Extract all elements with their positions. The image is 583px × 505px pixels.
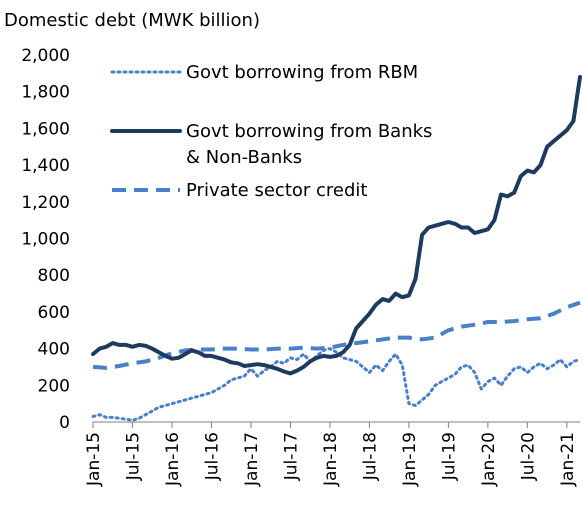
x-tick-label: Jan-15 bbox=[84, 432, 104, 487]
y-tick-labels: 0 200 400 600 800 1,000 1,200 1,400 1,600 1,800 2,… bbox=[21, 46, 70, 433]
y-tick-label: 1,800 bbox=[21, 83, 70, 103]
legend-label: Govt borrowing from Banks & Non-Banks bbox=[186, 121, 432, 168]
y-tick-label: 1,600 bbox=[21, 119, 70, 139]
plot-area bbox=[91, 75, 582, 422]
series-line-solid bbox=[91, 75, 582, 376]
y-tick-label: 1,400 bbox=[21, 156, 70, 176]
series-line-dashed bbox=[92, 300, 581, 370]
x-tick-label: Jan-16 bbox=[163, 432, 183, 487]
x-tick-label: Jul-19 bbox=[439, 432, 459, 481]
y-tick-label: 800 bbox=[38, 266, 70, 286]
x-tick-label: Jul-17 bbox=[281, 432, 301, 481]
x-tick-label: Jul-16 bbox=[202, 432, 222, 481]
y-tick-label: 200 bbox=[38, 376, 70, 396]
x-tick-label: Jan-19 bbox=[400, 432, 420, 487]
legend: Govt borrowing from RBM Govt borrowing fr… bbox=[110, 62, 432, 201]
series-line-dotted bbox=[91, 347, 582, 422]
y-tick-label: 1,200 bbox=[21, 193, 70, 213]
y-tick-label: 0 bbox=[59, 413, 70, 433]
x-tick-label: Jul-20 bbox=[518, 432, 538, 481]
y-tick-label: 400 bbox=[38, 340, 70, 360]
x-tick-labels: Jan-15 Jul-15 Jan-16 Jul-16 Jan-17 Jul-17 Jan-… bbox=[84, 422, 578, 487]
y-tick-label: 1,000 bbox=[21, 230, 70, 250]
chart-subtitle: Domestic debt (MWK billion) bbox=[4, 10, 260, 31]
x-tick-label: Jul-15 bbox=[123, 432, 143, 481]
x-tick-label: Jan-18 bbox=[321, 432, 341, 487]
x-tick-label: Jul-18 bbox=[360, 432, 380, 481]
x-tick-label: Jan-20 bbox=[479, 432, 499, 487]
y-tick-label: 600 bbox=[38, 303, 70, 323]
x-tick-label: Jan-21 bbox=[558, 432, 578, 487]
legend-label: Govt borrowing from RBM bbox=[186, 62, 418, 83]
legend-label: Private sector credit bbox=[186, 180, 367, 201]
x-tick-label: Jan-17 bbox=[242, 432, 262, 487]
y-tick-label: 2,000 bbox=[21, 46, 70, 66]
